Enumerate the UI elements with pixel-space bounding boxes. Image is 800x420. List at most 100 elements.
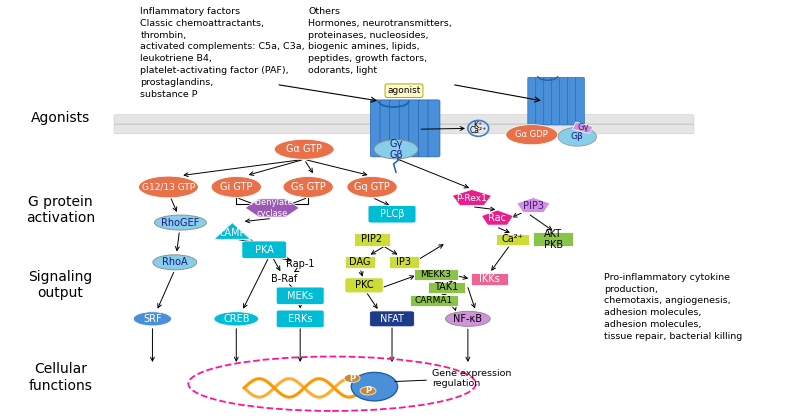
Text: Gβ: Gβ (571, 132, 584, 141)
Text: K⁺: K⁺ (474, 121, 483, 129)
FancyBboxPatch shape (528, 77, 537, 125)
Text: P: P (365, 386, 371, 395)
Bar (534, 232, 574, 247)
Text: SRF: SRF (143, 314, 162, 324)
Text: TAK1: TAK1 (434, 282, 458, 292)
FancyBboxPatch shape (370, 311, 414, 327)
Text: AKT
PKB: AKT PKB (544, 228, 563, 250)
Text: Others
Hormones, neurotransmitters,
proteinases, nucleosides,
biogenic amines, l: Others Hormones, neurotransmitters, prot… (308, 7, 452, 75)
FancyBboxPatch shape (114, 115, 694, 125)
Text: Pro-inflammatory cytokine
production,
chemotaxis, angiogenesis,
adhesion molecul: Pro-inflammatory cytokine production, ch… (604, 273, 742, 341)
Text: G protein
activation: G protein activation (26, 195, 95, 225)
Text: PLCβ: PLCβ (380, 209, 404, 219)
Polygon shape (245, 199, 299, 217)
Text: IP3: IP3 (397, 257, 411, 267)
Polygon shape (573, 122, 594, 134)
Text: PKC: PKC (354, 281, 374, 290)
Text: Gs GTP: Gs GTP (290, 182, 326, 192)
Ellipse shape (558, 127, 597, 146)
Text: RhoA: RhoA (162, 257, 188, 267)
Ellipse shape (211, 176, 262, 197)
Polygon shape (482, 210, 514, 225)
Text: Signaling
output: Signaling output (29, 270, 93, 300)
FancyBboxPatch shape (544, 77, 553, 125)
Bar (414, 270, 458, 280)
FancyBboxPatch shape (276, 287, 324, 304)
Text: Gq GTP: Gq GTP (354, 182, 390, 192)
Ellipse shape (153, 255, 197, 270)
Bar (354, 233, 390, 246)
Text: PKA: PKA (254, 245, 274, 255)
Text: Adenylate
cyclase: Adenylate cyclase (251, 198, 294, 218)
Bar (345, 257, 375, 268)
Text: Ca²⁺: Ca²⁺ (502, 234, 523, 244)
Bar (410, 295, 458, 306)
FancyBboxPatch shape (242, 241, 286, 259)
Text: Gene expression
regulation: Gene expression regulation (394, 369, 511, 388)
Ellipse shape (374, 140, 418, 159)
Ellipse shape (344, 374, 360, 383)
Text: DAG: DAG (350, 257, 371, 267)
Text: Cellular
functions: Cellular functions (29, 362, 93, 393)
Ellipse shape (351, 373, 398, 401)
Text: ERKs: ERKs (288, 314, 313, 324)
Text: Ca²⁺: Ca²⁺ (470, 126, 487, 135)
FancyBboxPatch shape (114, 124, 694, 134)
Ellipse shape (274, 139, 334, 159)
Text: G12/13 GTP: G12/13 GTP (142, 182, 195, 192)
Text: Rac: Rac (489, 213, 506, 223)
Text: NF-κB: NF-κB (454, 314, 482, 324)
Text: PIP2: PIP2 (362, 234, 382, 244)
Polygon shape (214, 223, 250, 239)
FancyBboxPatch shape (380, 100, 392, 157)
Text: CARMA1: CARMA1 (414, 296, 453, 305)
Ellipse shape (360, 387, 376, 395)
FancyBboxPatch shape (418, 100, 430, 157)
Text: NFAT: NFAT (380, 314, 404, 324)
Text: P: P (349, 374, 355, 383)
Text: Gα GTP: Gα GTP (286, 144, 322, 154)
Ellipse shape (134, 312, 171, 326)
Text: agonist: agonist (387, 86, 421, 95)
FancyBboxPatch shape (536, 77, 545, 125)
FancyBboxPatch shape (368, 205, 416, 223)
Bar (389, 257, 419, 268)
Ellipse shape (214, 312, 258, 326)
FancyBboxPatch shape (428, 100, 440, 157)
Text: cAMP: cAMP (219, 228, 246, 238)
Text: P-Rex1: P-Rex1 (457, 194, 487, 203)
Text: MEKs: MEKs (287, 291, 314, 301)
Ellipse shape (154, 215, 206, 230)
Ellipse shape (283, 176, 334, 197)
Text: IKKs: IKKs (479, 274, 500, 284)
Text: Agonists: Agonists (31, 111, 90, 125)
FancyBboxPatch shape (552, 77, 561, 125)
Text: Inflammatory factors
Classic chemoattractants,
thrombin,
activated complements: : Inflammatory factors Classic chemoattrac… (141, 7, 305, 99)
FancyBboxPatch shape (345, 278, 383, 293)
Text: Rap-1: Rap-1 (286, 260, 314, 269)
Ellipse shape (347, 176, 398, 197)
Bar (428, 282, 465, 293)
Ellipse shape (506, 125, 558, 145)
Text: PIP3: PIP3 (523, 201, 544, 211)
FancyBboxPatch shape (276, 310, 324, 328)
FancyBboxPatch shape (560, 77, 569, 125)
Ellipse shape (446, 311, 490, 326)
Ellipse shape (138, 176, 198, 198)
Bar (496, 234, 530, 245)
Text: Gi GTP: Gi GTP (220, 182, 253, 192)
FancyBboxPatch shape (568, 77, 577, 125)
Text: MEKK3: MEKK3 (421, 270, 451, 279)
Polygon shape (452, 189, 492, 205)
Text: Gα GDP: Gα GDP (515, 130, 548, 139)
FancyBboxPatch shape (409, 100, 421, 157)
Text: CREB: CREB (223, 314, 250, 324)
FancyBboxPatch shape (576, 77, 585, 125)
Text: Gγ
Gβ: Gγ Gβ (389, 139, 403, 160)
Text: B-Raf: B-Raf (271, 274, 298, 284)
FancyBboxPatch shape (399, 100, 411, 157)
Text: RhoGEF: RhoGEF (162, 218, 199, 228)
Text: Gγ: Gγ (577, 123, 589, 131)
FancyBboxPatch shape (370, 100, 382, 157)
Bar (471, 273, 508, 285)
